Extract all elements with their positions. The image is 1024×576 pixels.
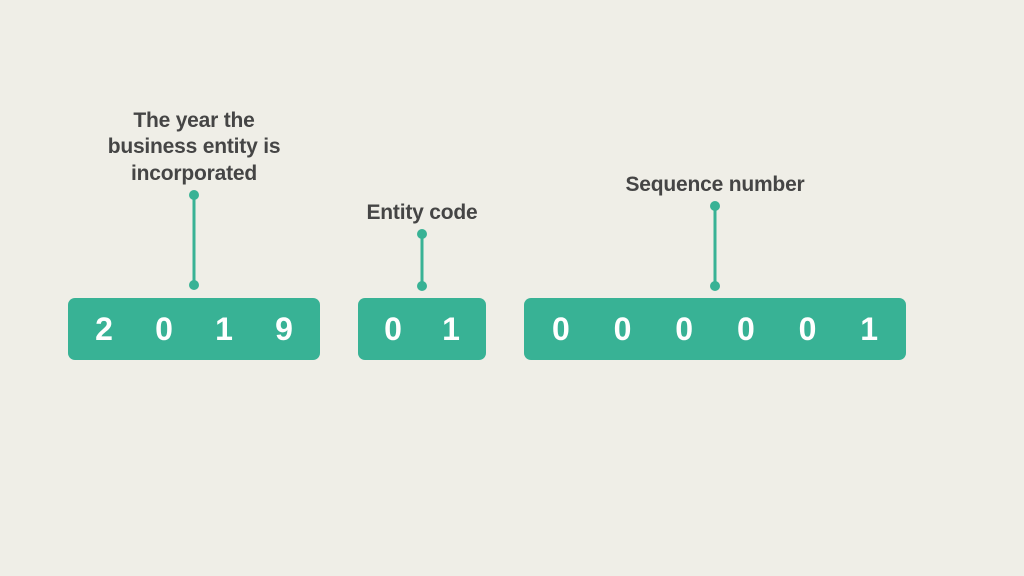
label-year: The year the business entity is incorpor… <box>79 108 309 187</box>
digit: 0 <box>777 311 839 348</box>
connector-line <box>714 206 717 286</box>
digit: 1 <box>422 311 480 348</box>
connector-dot-top <box>417 229 427 239</box>
digit: 0 <box>715 311 777 348</box>
label-entity-code-line-1: Entity code <box>367 201 478 224</box>
label-sequence: Sequence number <box>585 172 845 198</box>
digit: 0 <box>653 311 715 348</box>
digit: 0 <box>134 311 194 348</box>
connector-dot-bottom <box>710 281 720 291</box>
connector-line <box>193 195 196 285</box>
label-sequence-line-1: Sequence number <box>625 173 804 196</box>
digit: 2 <box>74 311 134 348</box>
connector-line <box>421 234 424 286</box>
digit: 0 <box>364 311 422 348</box>
connector-dot-bottom <box>189 280 199 290</box>
box-year: 2 0 1 9 <box>68 298 320 360</box>
connector-dot-top <box>189 190 199 200</box>
box-entity-code: 0 1 <box>358 298 486 360</box>
digit: 1 <box>194 311 254 348</box>
label-year-line-2: business entity is <box>108 135 281 158</box>
connector-dot-top <box>710 201 720 211</box>
label-year-line-3: incorporated <box>131 162 257 185</box>
digit: 0 <box>530 311 592 348</box>
diagram-canvas: The year the business entity is incorpor… <box>0 0 1024 576</box>
connector-dot-bottom <box>417 281 427 291</box>
box-sequence: 0 0 0 0 0 1 <box>524 298 906 360</box>
digit: 0 <box>592 311 654 348</box>
label-year-line-1: The year the <box>133 109 254 132</box>
label-entity-code: Entity code <box>342 200 502 226</box>
digit: 1 <box>838 311 900 348</box>
digit: 9 <box>254 311 314 348</box>
